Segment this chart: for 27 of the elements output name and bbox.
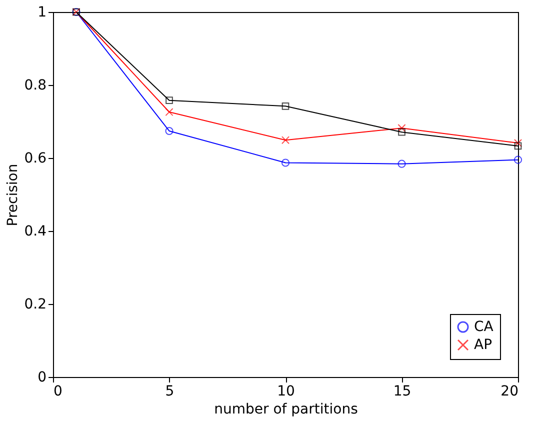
legend-label: CA: [474, 319, 494, 335]
y-tick-label: 0.6: [24, 150, 47, 166]
y-axis-title: Precision: [5, 164, 22, 226]
point: [282, 102, 290, 110]
x-tick-label: 10: [277, 384, 295, 400]
point: [165, 108, 174, 116]
x-tick-label: 5: [165, 384, 174, 400]
y-tick-label: 0.2: [24, 296, 46, 312]
legend-label: AP: [474, 337, 492, 353]
point: [281, 136, 290, 144]
point: [514, 139, 522, 148]
y-tick-label: 0.8: [24, 78, 46, 94]
y-tick-label: 1: [38, 4, 46, 20]
point: [514, 142, 522, 150]
point: [398, 124, 406, 132]
point: [166, 96, 173, 104]
point: [281, 158, 290, 167]
point: [514, 156, 522, 164]
x-tick-label: 15: [393, 384, 412, 400]
x-axis-title: number of partitions: [214, 402, 358, 418]
point: [398, 128, 406, 136]
y-tick-label: 0: [38, 370, 46, 386]
point: [165, 126, 174, 136]
x-tick-label: 0: [54, 384, 62, 400]
y-tick-label: 0.4: [24, 224, 47, 240]
point: [398, 160, 406, 168]
x-tick-label: 20: [500, 384, 518, 400]
